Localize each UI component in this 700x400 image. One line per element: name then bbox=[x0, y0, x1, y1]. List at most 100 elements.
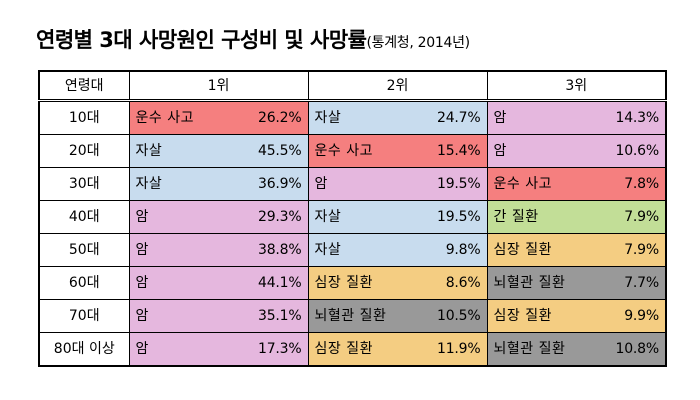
cell-content: 암 38.8% bbox=[136, 243, 302, 257]
percentage-value: 19.5% bbox=[437, 209, 481, 225]
percentage-value: 44.1% bbox=[258, 275, 302, 291]
cause-label: 암 bbox=[135, 209, 149, 225]
cell-content: 심장 질환 11.9% bbox=[315, 342, 481, 356]
rank-3-cell: 암 14.3% bbox=[486, 100, 667, 135]
cell-content: 암 14.3% bbox=[494, 111, 660, 125]
age-group-cell: 50대 bbox=[38, 233, 130, 267]
percentage-value: 9.8% bbox=[445, 242, 481, 258]
rank-1-cell: 암 35.1% bbox=[128, 299, 309, 333]
percentage-value: 38.8% bbox=[258, 242, 302, 258]
cell-content: 암 10.6% bbox=[494, 144, 660, 158]
rank-1-cell: 자살 36.9% bbox=[128, 167, 309, 201]
cell-content: 운수 사고 15.4% bbox=[315, 144, 481, 158]
percentage-value: 19.5% bbox=[437, 176, 481, 192]
cause-of-death-table: 연령대 1위 2위 3위 10대 운수 사고 26.2% 자살 24.7% 암 14.3% 2… bbox=[38, 70, 667, 367]
age-group-cell: 80대 이상 bbox=[38, 332, 130, 367]
table-row: 60대 암 44.1% 심장 질환 8.6% 뇌혈관 질환 7.7% bbox=[38, 266, 667, 300]
cell-content: 자살 9.8% bbox=[315, 243, 481, 257]
cell-content: 심장 질환 9.9% bbox=[494, 309, 660, 323]
rank-2-cell: 암 19.5% bbox=[307, 167, 488, 201]
cause-label: 자살 bbox=[314, 242, 342, 258]
table-row: 20대 자살 45.5% 운수 사고 15.4% 암 10.6% bbox=[38, 134, 667, 168]
percentage-value: 14.3% bbox=[615, 110, 660, 126]
percentage-value: 15.4% bbox=[437, 143, 481, 159]
rank-1-cell: 암 17.3% bbox=[128, 332, 309, 367]
header-age: 연령대 bbox=[38, 70, 130, 101]
percentage-value: 9.9% bbox=[624, 308, 659, 324]
cell-content: 암 35.1% bbox=[136, 309, 302, 323]
cause-label: 암 bbox=[493, 143, 507, 159]
percentage-value: 45.5% bbox=[258, 143, 302, 159]
rank-2-cell: 자살 9.8% bbox=[307, 233, 488, 267]
chart-title: 연령별 3대 사망원인 구성비 및 사망률(통계청, 2014년) bbox=[36, 30, 470, 51]
cell-content: 심장 질환 7.9% bbox=[494, 243, 660, 257]
cause-label: 자살 bbox=[135, 143, 163, 159]
cause-label: 암 bbox=[135, 341, 149, 357]
percentage-value: 24.7% bbox=[437, 110, 481, 126]
cell-content: 운수 사고 26.2% bbox=[136, 111, 302, 125]
rank-2-cell: 심장 질환 11.9% bbox=[307, 332, 488, 367]
percentage-value: 35.1% bbox=[258, 308, 302, 324]
chart-title-main: 연령별 3대 사망원인 구성비 및 사망률 bbox=[36, 28, 367, 52]
cause-label: 심장 질환 bbox=[314, 275, 373, 291]
cell-content: 운수 사고 7.8% bbox=[494, 177, 660, 191]
cause-label: 운수 사고 bbox=[493, 176, 552, 192]
percentage-value: 10.6% bbox=[615, 143, 660, 159]
rank-1-cell: 운수 사고 26.2% bbox=[128, 100, 309, 135]
cell-content: 암 19.5% bbox=[315, 177, 481, 191]
percentage-value: 10.8% bbox=[615, 341, 660, 357]
rank-1-cell: 암 44.1% bbox=[128, 266, 309, 300]
cause-label: 자살 bbox=[314, 110, 342, 126]
percentage-value: 17.3% bbox=[258, 341, 302, 357]
age-group-cell: 30대 bbox=[38, 167, 130, 201]
cell-content: 간 질환 7.9% bbox=[494, 210, 660, 224]
rank-3-cell: 간 질환 7.9% bbox=[486, 200, 667, 234]
rank-2-cell: 뇌혈관 질환 10.5% bbox=[307, 299, 488, 333]
cause-label: 뇌혈관 질환 bbox=[493, 341, 566, 357]
rank-1-cell: 자살 45.5% bbox=[128, 134, 309, 168]
percentage-value: 36.9% bbox=[258, 176, 302, 192]
rank-3-cell: 운수 사고 7.8% bbox=[486, 167, 667, 201]
cell-content: 뇌혈관 질환 10.5% bbox=[315, 309, 481, 323]
cause-label: 암 bbox=[135, 242, 149, 258]
rank-2-cell: 운수 사고 15.4% bbox=[307, 134, 488, 168]
table-row: 70대 암 35.1% 뇌혈관 질환 10.5% 심장 질환 9.9% bbox=[38, 299, 667, 333]
percentage-value: 7.9% bbox=[624, 209, 659, 225]
percentage-value: 26.2% bbox=[258, 110, 302, 126]
percentage-value: 7.9% bbox=[624, 242, 659, 258]
percentage-value: 10.5% bbox=[437, 308, 481, 324]
table-row: 30대 자살 36.9% 암 19.5% 운수 사고 7.8% bbox=[38, 167, 667, 201]
rank-3-cell: 뇌혈관 질환 7.7% bbox=[486, 266, 667, 300]
cell-content: 암 29.3% bbox=[136, 210, 302, 224]
cell-content: 암 44.1% bbox=[136, 276, 302, 290]
rank-2-cell: 자살 24.7% bbox=[307, 100, 488, 135]
cell-content: 뇌혈관 질환 10.8% bbox=[494, 342, 660, 356]
cause-label: 암 bbox=[493, 110, 507, 126]
rank-1-cell: 암 38.8% bbox=[128, 233, 309, 267]
cause-label: 심장 질환 bbox=[314, 341, 373, 357]
cell-content: 자살 19.5% bbox=[315, 210, 481, 224]
table-row: 50대 암 38.8% 자살 9.8% 심장 질환 7.9% bbox=[38, 233, 667, 267]
cause-label: 암 bbox=[135, 308, 149, 324]
percentage-value: 7.8% bbox=[624, 176, 659, 192]
rank-3-cell: 뇌혈관 질환 10.8% bbox=[486, 332, 667, 367]
table-row: 80대 이상 암 17.3% 심장 질환 11.9% 뇌혈관 질환 10.8% bbox=[38, 332, 667, 367]
cell-content: 심장 질환 8.6% bbox=[315, 276, 481, 290]
cause-label: 뇌혈관 질환 bbox=[493, 275, 566, 291]
cause-label: 암 bbox=[135, 275, 149, 291]
age-group-cell: 40대 bbox=[38, 200, 130, 234]
percentage-value: 7.7% bbox=[624, 275, 659, 291]
rank-3-cell: 심장 질환 9.9% bbox=[486, 299, 667, 333]
table-row: 10대 운수 사고 26.2% 자살 24.7% 암 14.3% bbox=[38, 100, 667, 135]
header-rank-1: 1위 bbox=[128, 70, 309, 101]
cell-content: 뇌혈관 질환 7.7% bbox=[494, 276, 660, 290]
cell-content: 자살 45.5% bbox=[136, 144, 302, 158]
cause-label: 심장 질환 bbox=[493, 242, 552, 258]
cause-label: 운수 사고 bbox=[314, 143, 373, 159]
percentage-value: 8.6% bbox=[445, 275, 481, 291]
rank-3-cell: 암 10.6% bbox=[486, 134, 667, 168]
rank-2-cell: 심장 질환 8.6% bbox=[307, 266, 488, 300]
percentage-value: 11.9% bbox=[437, 341, 481, 357]
percentage-value: 29.3% bbox=[258, 209, 302, 225]
cause-label: 자살 bbox=[135, 176, 163, 192]
